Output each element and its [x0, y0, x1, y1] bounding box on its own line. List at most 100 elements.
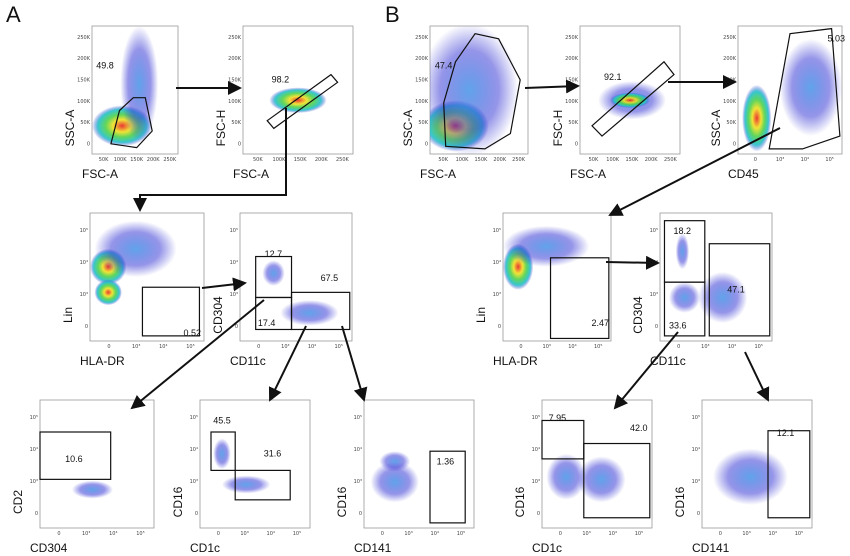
x-tick-label: 0 — [107, 344, 110, 350]
density-layer — [370, 451, 419, 503]
density-cloud — [120, 26, 159, 142]
density-layer — [668, 233, 748, 324]
density-cloud — [262, 260, 285, 286]
x-tick-label: 10³ — [240, 531, 248, 537]
density-cloud — [779, 38, 842, 137]
y-axis-title: CD2 — [11, 490, 25, 514]
y-tick-label: 0 — [35, 511, 38, 517]
y-axis-title: SSC-A — [709, 110, 723, 147]
density-cloud — [503, 225, 590, 267]
y-axis-title: FSC-H — [214, 110, 228, 147]
x-tick-label: 150K — [130, 157, 144, 163]
arrow-a4-a6 — [268, 325, 307, 402]
x-tick-label: 10⁴ — [159, 344, 167, 350]
x-tick-label: 250K — [664, 157, 678, 163]
gate-label: 2.47 — [592, 318, 610, 328]
y-tick-label: 200K — [228, 56, 242, 62]
x-axis-title: CD141 — [354, 541, 392, 555]
arrow-a4-a5 — [130, 299, 265, 410]
y-tick-label: 0 — [235, 324, 238, 330]
y-tick-label: 10³ — [30, 479, 38, 485]
y-axis-title: CD304 — [211, 296, 225, 334]
y-tick-label: 10³ — [493, 292, 501, 298]
gate-a2-0 — [266, 73, 339, 130]
y-tick-label: 10³ — [80, 292, 88, 298]
arrow-b5-b6 — [613, 331, 679, 410]
x-tick-label: 50K — [253, 157, 263, 163]
gate-b4-0 — [549, 257, 610, 340]
density-cloud — [94, 220, 177, 277]
x-tick-label: 10⁵ — [594, 344, 602, 350]
x-tick-label: 10⁵ — [825, 157, 833, 163]
y-tick-label: 10⁴ — [30, 447, 38, 453]
y-axis-title: SSC-A — [401, 110, 415, 147]
x-tick-label: 10⁴ — [609, 531, 617, 537]
x-tick-label: 10⁴ — [308, 344, 316, 350]
y-tick-label: 0 — [195, 511, 198, 517]
gate-label: 45.5 — [213, 415, 231, 425]
density-layer — [269, 87, 327, 114]
plot-a3: 0.52 0 10³ 10⁴ 10⁵ 10⁵ 10⁴ 10³ 0 HLA-DR Lin — [61, 212, 205, 368]
y-tick-label: 10⁵ — [532, 415, 540, 421]
gate-label: 17.4 — [258, 318, 276, 328]
density-cloud — [675, 233, 690, 270]
y-tick-label: 10⁴ — [230, 260, 238, 266]
density-layer — [742, 38, 842, 152]
x-tick-label: 10⁴ — [109, 531, 117, 537]
density-layer — [213, 438, 271, 494]
x-tick-label: 100K — [456, 157, 470, 163]
y-tick-label: 250K — [565, 35, 579, 41]
y-tick-label: 10⁴ — [692, 447, 700, 453]
y-tick-label: 10⁵ — [493, 228, 501, 234]
gate-label: 31.6 — [264, 449, 282, 459]
x-tick-label: 150K — [294, 157, 308, 163]
y-axis-title: CD16 — [171, 486, 185, 517]
y-tick-label: 250K — [723, 35, 737, 41]
y-tick-label: 150K — [228, 77, 242, 83]
x-axis-title: CD11c — [230, 354, 266, 368]
x-axis-title: HLA-DR — [80, 354, 125, 368]
density-cloud — [668, 282, 701, 313]
arrow-b1-b2 — [524, 79, 580, 94]
x-tick-label: 200K — [315, 157, 329, 163]
y-axis-title: CD304 — [631, 296, 645, 334]
density-layer — [598, 81, 666, 120]
plot-frame — [39, 399, 155, 529]
y-tick-label: 10⁵ — [30, 415, 38, 421]
y-tick-label: 100K — [723, 99, 737, 105]
x-tick-label: 0 — [677, 344, 680, 350]
density-layer — [71, 480, 113, 499]
density-cloud — [742, 84, 772, 152]
density-layer — [262, 260, 339, 326]
density-cloud — [713, 448, 788, 505]
y-tick-label: 250K — [77, 35, 91, 41]
x-tick-label: 10³ — [582, 531, 590, 537]
gate-label: 18.2 — [673, 226, 691, 236]
x-tick-label: 10³ — [281, 344, 289, 350]
gate-b5-2 — [663, 281, 706, 337]
y-axis-title: CD16 — [673, 486, 687, 517]
x-tick-label: 10⁴ — [728, 344, 736, 350]
y-tick-label: 10⁵ — [650, 228, 658, 234]
x-axis-title: HLA-DR — [493, 354, 538, 368]
plot-b7: 12.1 0 10³ 10⁴ 10⁵ 10⁵ 10⁴ 10³ 0 CD141 CD16 — [673, 399, 813, 555]
plot-a5: 10.6 0 10³ 10⁴ 10⁵ 10⁵ 10⁴ 10³ 0 CD304 CD2 — [11, 399, 155, 555]
y-tick-label: 200K — [723, 56, 737, 62]
gate-label: 5.03 — [827, 34, 845, 44]
y-tick-label: 150K — [415, 77, 429, 83]
density-cloud — [222, 475, 271, 494]
gate-b6-1 — [583, 442, 651, 519]
x-tick-label: 10³ — [82, 531, 90, 537]
y-tick-label: 250K — [228, 35, 242, 41]
gate-a7-0 — [429, 450, 466, 524]
density-layer — [90, 220, 177, 306]
x-axis-title: CD11c — [650, 354, 686, 368]
x-tick-label: 0 — [381, 531, 384, 537]
gate-label: 7.95 — [549, 413, 567, 423]
y-tick-label: 0 — [733, 141, 736, 147]
gate-label: 67.5 — [321, 273, 339, 283]
x-tick-label: 10⁴ — [801, 157, 809, 163]
plot-b6: 7.95 42.0 0 10³ 10⁴ 10⁵ 10⁵ 10⁴ 10³ 0 CD1c CD16 — [513, 399, 653, 555]
y-tick-label: 10⁵ — [190, 415, 198, 421]
x-tick-label: 200K — [645, 157, 659, 163]
